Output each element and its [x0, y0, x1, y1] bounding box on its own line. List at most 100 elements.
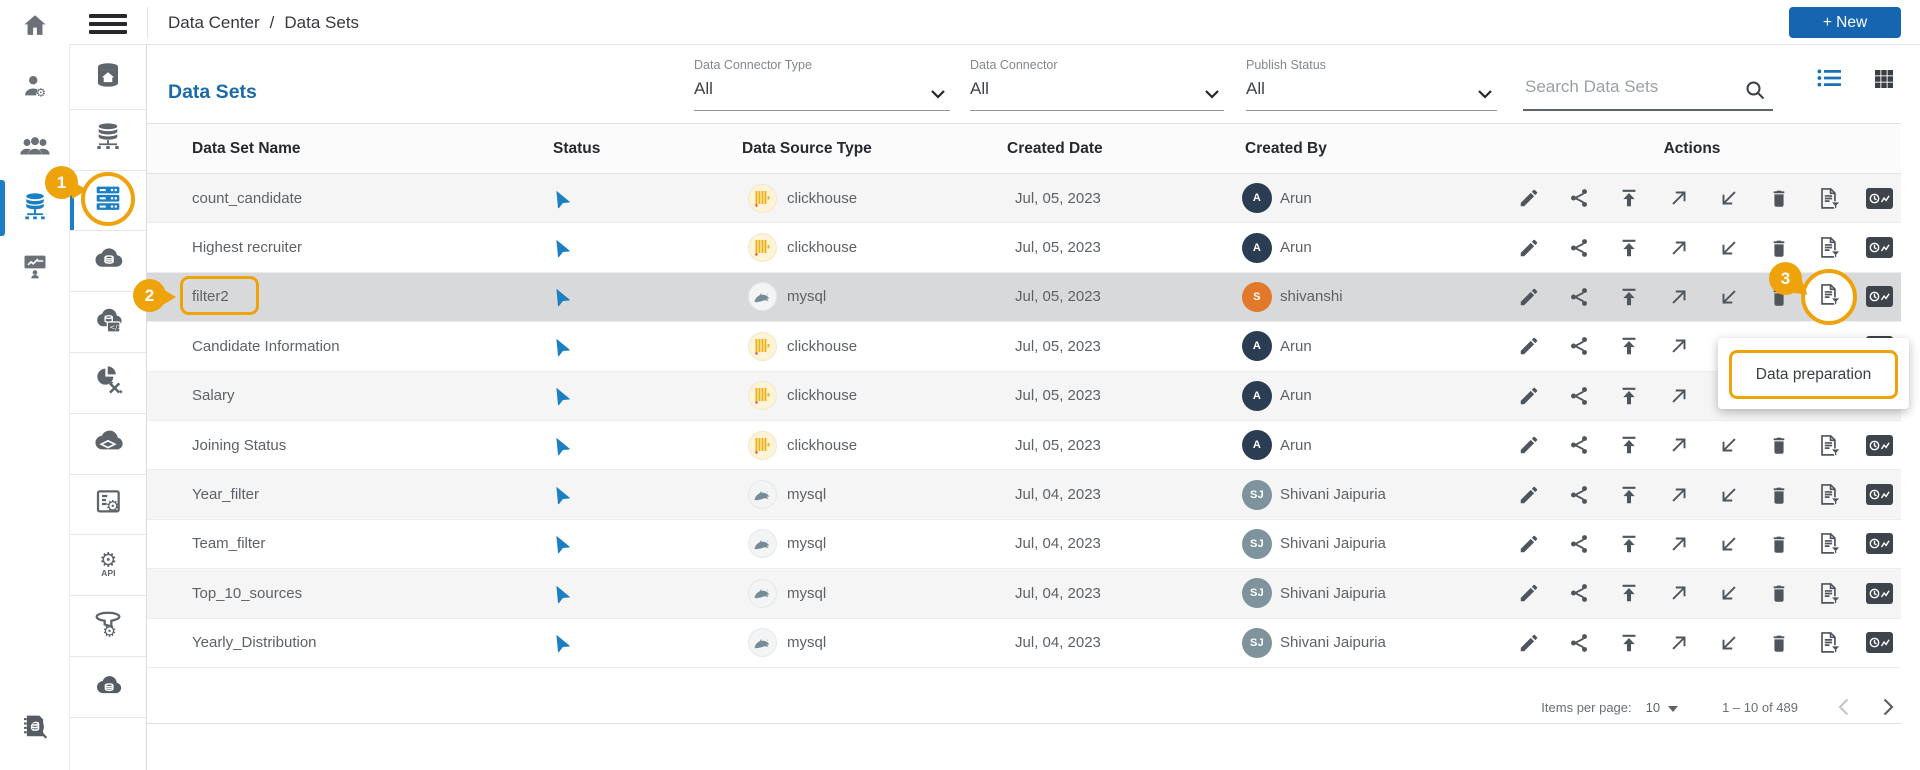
share-icon[interactable]	[1565, 234, 1592, 261]
share-icon[interactable]	[1565, 530, 1592, 557]
publish-icon[interactable]	[1615, 629, 1642, 656]
minimize-icon[interactable]	[1716, 283, 1743, 310]
breadcrumb-data-sets[interactable]: Data Sets	[284, 13, 359, 33]
edit-icon[interactable]	[1515, 580, 1542, 607]
edit-icon[interactable]	[1515, 185, 1542, 212]
publish-icon[interactable]	[1615, 580, 1642, 607]
data-connector-type-select[interactable]: Data Connector Type All	[694, 58, 950, 111]
maximize-icon[interactable]	[1665, 283, 1692, 310]
sidebar-item-data-funnel[interactable]: ⚙	[70, 596, 146, 657]
delete-icon[interactable]	[1766, 185, 1793, 212]
sidebar-item-data-window-settings[interactable]: ⚙	[70, 475, 146, 536]
dataset-name[interactable]: Salary	[192, 372, 235, 420]
share-icon[interactable]	[1565, 629, 1592, 656]
publish-icon[interactable]	[1615, 481, 1642, 508]
data-preparation-icon[interactable]	[1816, 530, 1843, 557]
usage-statistics-icon[interactable]	[1866, 283, 1893, 310]
edit-icon[interactable]	[1515, 234, 1542, 261]
sidebar-item-data-sources[interactable]	[70, 110, 146, 171]
sidebar-item-cloud-data[interactable]	[70, 231, 146, 292]
publish-icon[interactable]	[1615, 333, 1642, 360]
items-per-page-select[interactable]: 10	[1646, 700, 1678, 715]
minimize-icon[interactable]	[1716, 629, 1743, 656]
data-preparation-icon[interactable]	[1817, 282, 1842, 312]
sidebar-item-user-groups-icon[interactable]	[19, 134, 51, 165]
dataset-name[interactable]: Joining Status	[192, 421, 286, 469]
publish-status-select[interactable]: Publish Status All	[1246, 58, 1497, 111]
publish-icon[interactable]	[1615, 185, 1642, 212]
usage-statistics-icon[interactable]	[1866, 234, 1893, 261]
usage-statistics-icon[interactable]	[1866, 629, 1893, 656]
sidebar-item-cloud-database[interactable]	[70, 657, 146, 718]
data-preparation-icon[interactable]	[1816, 580, 1843, 607]
usage-statistics-icon[interactable]	[1866, 580, 1893, 607]
edit-icon[interactable]	[1515, 530, 1542, 557]
publish-icon[interactable]	[1615, 432, 1642, 459]
dataset-name[interactable]: Top_10_sources	[192, 569, 302, 617]
minimize-icon[interactable]	[1716, 185, 1743, 212]
next-page-icon[interactable]	[1883, 698, 1894, 716]
maximize-icon[interactable]	[1665, 481, 1692, 508]
search-input[interactable]	[1523, 76, 1727, 98]
maximize-icon[interactable]	[1665, 185, 1692, 212]
publish-icon[interactable]	[1615, 530, 1642, 557]
share-icon[interactable]	[1565, 185, 1592, 212]
maximize-icon[interactable]	[1665, 629, 1692, 656]
maximize-icon[interactable]	[1665, 333, 1692, 360]
publish-icon[interactable]	[1615, 234, 1642, 261]
usage-statistics-icon[interactable]	[1866, 432, 1893, 459]
sidebar-item-data-center-icon[interactable]	[20, 191, 50, 226]
edit-icon[interactable]	[1515, 629, 1542, 656]
data-preparation-icon[interactable]	[1816, 234, 1843, 261]
minimize-icon[interactable]	[1716, 580, 1743, 607]
delete-icon[interactable]	[1766, 530, 1793, 557]
maximize-icon[interactable]	[1665, 432, 1692, 459]
sidebar-item-data-sync[interactable]	[70, 353, 146, 414]
breadcrumb-data-center[interactable]: Data Center	[168, 13, 260, 33]
edit-icon[interactable]	[1515, 333, 1542, 360]
sidebar-item-user-settings-icon[interactable]: ⚙	[20, 72, 50, 105]
share-icon[interactable]	[1565, 333, 1592, 360]
share-icon[interactable]	[1565, 432, 1592, 459]
data-connector-select[interactable]: Data Connector All	[970, 58, 1224, 111]
minimize-icon[interactable]	[1716, 234, 1743, 261]
sidebar-item-data-api[interactable]: ⚙API	[70, 535, 146, 596]
minimize-icon[interactable]	[1716, 432, 1743, 459]
dataset-name[interactable]: Year_filter	[192, 470, 259, 518]
maximize-icon[interactable]	[1665, 382, 1692, 409]
search-icon[interactable]	[1743, 78, 1767, 107]
sidebar-item-cloud-layers[interactable]	[70, 414, 146, 475]
previous-page-icon[interactable]	[1838, 698, 1849, 716]
share-icon[interactable]	[1565, 382, 1592, 409]
sidebar-item-warehouse-home[interactable]	[70, 49, 146, 110]
delete-icon[interactable]	[1766, 580, 1793, 607]
maximize-icon[interactable]	[1665, 530, 1692, 557]
dataset-name[interactable]: Team_filter	[192, 520, 265, 568]
list-view-icon[interactable]	[1816, 67, 1842, 94]
dataset-name[interactable]: count_candidate	[192, 174, 302, 222]
publish-icon[interactable]	[1615, 382, 1642, 409]
share-icon[interactable]	[1565, 481, 1592, 508]
dataset-name[interactable]: Yearly_Distribution	[192, 619, 317, 667]
usage-statistics-icon[interactable]	[1866, 530, 1893, 557]
sidebar-item-presentation-board-icon[interactable]	[20, 252, 50, 285]
data-preparation-icon[interactable]	[1816, 481, 1843, 508]
delete-icon[interactable]	[1766, 432, 1793, 459]
delete-icon[interactable]	[1766, 234, 1793, 261]
edit-icon[interactable]	[1515, 432, 1542, 459]
dataset-name[interactable]: Highest recruiter	[192, 223, 302, 271]
edit-icon[interactable]	[1515, 481, 1542, 508]
publish-icon[interactable]	[1615, 283, 1642, 310]
sidebar-item-audit-search-icon[interactable]	[20, 713, 50, 748]
delete-icon[interactable]	[1766, 629, 1793, 656]
minimize-icon[interactable]	[1716, 530, 1743, 557]
grid-view-icon[interactable]	[1872, 67, 1896, 96]
edit-icon[interactable]	[1515, 382, 1542, 409]
edit-icon[interactable]	[1515, 283, 1542, 310]
data-preparation-icon[interactable]	[1816, 432, 1843, 459]
minimize-icon[interactable]	[1716, 481, 1743, 508]
sidebar-item-home-icon[interactable]	[20, 12, 50, 45]
usage-statistics-icon[interactable]	[1866, 185, 1893, 212]
usage-statistics-icon[interactable]	[1866, 481, 1893, 508]
new-button[interactable]: + New	[1789, 7, 1901, 38]
